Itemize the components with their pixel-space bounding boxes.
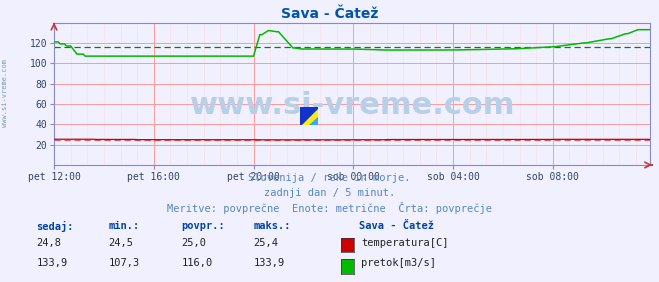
Text: 133,9: 133,9 [254, 258, 285, 268]
Text: 24,8: 24,8 [36, 238, 61, 248]
Text: www.si-vreme.com: www.si-vreme.com [2, 59, 9, 127]
Polygon shape [300, 107, 318, 125]
Text: temperatura[C]: temperatura[C] [361, 238, 449, 248]
Text: Meritve: povprečne  Enote: metrične  Črta: povprečje: Meritve: povprečne Enote: metrične Črta:… [167, 202, 492, 214]
Text: 25,0: 25,0 [181, 238, 206, 248]
Text: min.:: min.: [109, 221, 140, 231]
Text: maks.:: maks.: [254, 221, 291, 231]
Text: www.si-vreme.com: www.si-vreme.com [190, 91, 515, 120]
Text: 116,0: 116,0 [181, 258, 212, 268]
Text: Sava - Čatež: Sava - Čatež [359, 221, 434, 231]
Text: Slovenija / reke in morje.: Slovenija / reke in morje. [248, 173, 411, 183]
Polygon shape [300, 107, 318, 125]
Text: 107,3: 107,3 [109, 258, 140, 268]
Text: 25,4: 25,4 [254, 238, 279, 248]
Polygon shape [309, 117, 318, 125]
Text: 24,5: 24,5 [109, 238, 134, 248]
Text: 133,9: 133,9 [36, 258, 67, 268]
Text: zadnji dan / 5 minut.: zadnji dan / 5 minut. [264, 188, 395, 197]
Text: pretok[m3/s]: pretok[m3/s] [361, 258, 436, 268]
Text: Sava - Čatež: Sava - Čatež [281, 7, 378, 21]
Text: povpr.:: povpr.: [181, 221, 225, 231]
Text: sedaj:: sedaj: [36, 221, 74, 232]
